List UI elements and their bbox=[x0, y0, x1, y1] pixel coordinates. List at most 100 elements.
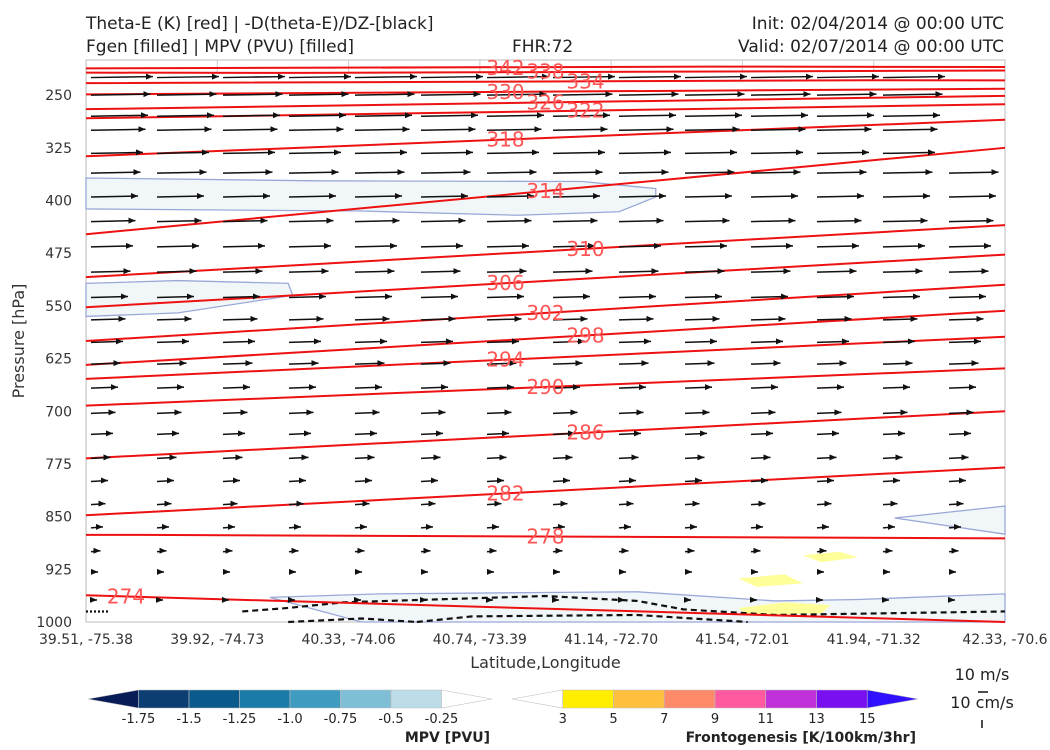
contour-label-282: 282 bbox=[486, 481, 524, 505]
wind-vector-head bbox=[319, 293, 326, 300]
contour-label-334: 334 bbox=[566, 70, 604, 94]
wind-vector-head bbox=[270, 126, 278, 133]
wind-vector-head bbox=[702, 409, 710, 416]
wind-vector-head bbox=[243, 384, 250, 391]
wind-vector-head bbox=[207, 112, 214, 119]
dtheta-dz-contours bbox=[86, 594, 1006, 624]
wind-vector bbox=[222, 128, 278, 131]
wind-vector bbox=[618, 93, 679, 96]
wind-vector bbox=[816, 171, 867, 174]
wind-vector bbox=[288, 171, 339, 174]
wind-vector bbox=[288, 151, 342, 155]
wind-vector bbox=[156, 151, 210, 155]
y-tick-label: 550 bbox=[45, 299, 72, 315]
wind-vector bbox=[156, 75, 220, 79]
wind-vector-head bbox=[619, 568, 626, 575]
wind-vector-head bbox=[443, 360, 451, 367]
contour-label-330: 330 bbox=[486, 80, 524, 104]
wind-vector-head bbox=[893, 477, 900, 484]
wind-vector-head bbox=[575, 360, 583, 367]
wind-vector bbox=[750, 151, 804, 155]
wind-vector-head bbox=[692, 500, 700, 507]
colorbar-swatch bbox=[289, 689, 341, 709]
wind-vector-head bbox=[991, 169, 999, 176]
wind-vector-head bbox=[839, 360, 847, 367]
colorbar-swatch bbox=[138, 689, 190, 709]
wind-vector-head bbox=[859, 169, 867, 176]
colorbar-swatch bbox=[87, 689, 139, 709]
wind-vector-head bbox=[471, 112, 478, 119]
wind-vector-head bbox=[354, 596, 361, 603]
wind-vector bbox=[222, 114, 281, 117]
wind-vector bbox=[882, 75, 946, 79]
wind-vector-head bbox=[964, 430, 971, 437]
wind-vector-head bbox=[631, 454, 639, 461]
wind-vector-head bbox=[377, 360, 385, 367]
wind-vector-head bbox=[136, 149, 143, 156]
y-axis-label: Pressure [hPa] bbox=[9, 284, 28, 399]
wind-vector-head bbox=[294, 523, 301, 530]
colorbar-swatch bbox=[239, 689, 291, 709]
wind-vector bbox=[486, 171, 537, 174]
wind-vector bbox=[288, 195, 337, 198]
wind-vector-head bbox=[517, 293, 524, 300]
colorbar-tick-label: -0.75 bbox=[324, 712, 358, 727]
wind-vector-head bbox=[817, 568, 824, 575]
wind-vector bbox=[420, 128, 476, 131]
y-tick-label: 925 bbox=[45, 562, 72, 578]
wind-vector-head bbox=[751, 568, 758, 575]
contour-line-274 bbox=[85, 594, 1006, 623]
wind-vector bbox=[486, 219, 532, 223]
wind-vector-head bbox=[128, 217, 136, 224]
wind-vector-head bbox=[971, 360, 979, 367]
wind-vector bbox=[486, 128, 542, 131]
contour-label-302: 302 bbox=[526, 301, 564, 325]
wind-vector-head bbox=[618, 596, 625, 603]
wind-vector-head bbox=[199, 169, 207, 176]
colorbar-title: MPV [PVU] bbox=[405, 730, 490, 746]
y-tick-label: 775 bbox=[45, 457, 72, 473]
wind-vector-head bbox=[669, 112, 676, 119]
wind-vector bbox=[684, 171, 735, 174]
wind-vector bbox=[156, 114, 215, 117]
wind-vector bbox=[156, 219, 202, 223]
wind-vector-head bbox=[502, 430, 509, 437]
wind-vector-head bbox=[240, 409, 248, 416]
wind-key-vertical: 10 cm/s bbox=[950, 693, 1014, 712]
wind-vector-head bbox=[248, 338, 255, 345]
wind-vector-head bbox=[641, 360, 649, 367]
wind-vector bbox=[684, 75, 748, 79]
x-axis-ticks: 39.51, -75.38 39.92, -74.73 40.33, -74.06 4… bbox=[39, 632, 1048, 648]
wind-vector-head bbox=[608, 73, 615, 80]
wind-vector-head bbox=[888, 523, 895, 530]
wind-vector-head bbox=[113, 360, 121, 367]
wind-vector-head bbox=[923, 192, 930, 199]
wind-vector-head bbox=[758, 500, 766, 507]
wind-vector-head bbox=[405, 112, 412, 119]
wind-vector bbox=[684, 114, 743, 117]
colorbars: -1.75 -1.5 -1.25 -1.0 -0.75 -0.5 -0.25 MPV [PVU… bbox=[87, 689, 919, 746]
wind-vector-head bbox=[832, 430, 839, 437]
wind-vector-head bbox=[793, 169, 801, 176]
wind-vector-head bbox=[476, 73, 483, 80]
wind-vector bbox=[354, 219, 400, 223]
colorbar-tick-label: -0.25 bbox=[425, 712, 459, 727]
wind-vector-head bbox=[451, 293, 458, 300]
wind-vector-head bbox=[296, 500, 304, 507]
wind-vector-head bbox=[735, 112, 742, 119]
wind-vector-head bbox=[600, 126, 608, 133]
wind-vector-head bbox=[981, 268, 989, 275]
wind-vector-head bbox=[862, 149, 869, 156]
wind-vector bbox=[354, 195, 403, 198]
wind-vector-head bbox=[651, 268, 659, 275]
wind-vector-head bbox=[768, 409, 776, 416]
wind-vector-head bbox=[806, 73, 813, 80]
wind-vector bbox=[684, 195, 733, 198]
wind-vector bbox=[750, 93, 811, 96]
wind-vector bbox=[156, 171, 207, 174]
wind-vector bbox=[552, 171, 603, 174]
wind-vector-head bbox=[763, 454, 771, 461]
wind-vector-head bbox=[197, 192, 204, 199]
wind-vector-head bbox=[473, 91, 481, 98]
contour-label-326: 326 bbox=[526, 91, 564, 115]
